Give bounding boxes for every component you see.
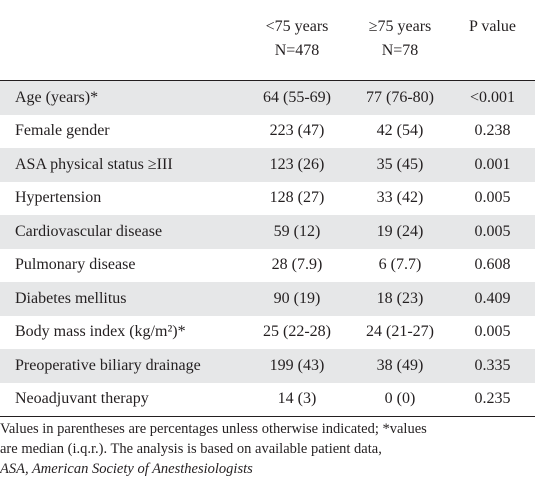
- row-label: Body mass index (kg/m²)*: [15, 323, 186, 341]
- cell-under-75: 28 (7.9): [271, 256, 323, 274]
- cell-over-75: 33 (42): [376, 189, 424, 207]
- row-label: Diabetes mellitus: [0, 282, 244, 316]
- cell-under-75: 59 (12): [244, 215, 350, 249]
- cell-under-75: 123 (26): [244, 148, 350, 182]
- cell-p-value: 0.409: [450, 282, 535, 316]
- cell-over-75: 0 (0): [350, 382, 450, 417]
- cell-under-75: 90 (19): [244, 282, 350, 316]
- table-row: Preoperative biliary drainage 199 (43) 3…: [0, 349, 535, 383]
- cell-over-75: 77 (76-80): [350, 80, 450, 115]
- table-row: Hypertension 128 (27) 33 (42) 0.005: [0, 182, 535, 216]
- table-row: Body mass index (kg/m²)* 25 (22-28) 24 (…: [0, 316, 535, 350]
- cell-over-75: 19 (24): [350, 215, 450, 249]
- table-row: ASA physical status ≥III 123 (26) 35 (45…: [0, 148, 535, 182]
- row-label: Pulmonary disease: [15, 256, 136, 274]
- table-row: Age (years)* 64 (55-69) 77 (76-80) <0.00…: [0, 80, 535, 115]
- table-row: Female gender 223 (47) 42 (54) 0.238: [0, 115, 535, 149]
- footnote-line: Values in parentheses are percentages un…: [0, 421, 427, 437]
- characteristics-table: <75 years N=478 ≥75 years N=78 P value A…: [0, 0, 535, 417]
- header-variable: [0, 0, 244, 81]
- cell-over-75: 35 (45): [350, 148, 450, 182]
- row-label: Age (years)*: [0, 80, 244, 115]
- cell-p-value: <0.001: [450, 80, 535, 115]
- row-label: Hypertension: [15, 189, 102, 207]
- cell-p-value: 0.235: [450, 382, 535, 417]
- cell-p-value: 0.001: [450, 148, 535, 182]
- header-p-value-label: P value: [469, 18, 516, 35]
- cell-under-75: 199 (43): [244, 349, 350, 383]
- footnote-line: are median (i.q.r.). The analysis is bas…: [0, 441, 382, 457]
- cell-p-value: 0.005: [450, 215, 535, 249]
- table-header: <75 years N=478 ≥75 years N=78 P value: [0, 0, 535, 81]
- row-label: Female gender: [15, 122, 110, 140]
- row-label: Cardiovascular disease: [0, 215, 244, 249]
- header-over-75: ≥75 years N=78: [350, 0, 450, 81]
- footnote-abbreviation: ASA, American Society of Anesthesiologis…: [0, 461, 253, 477]
- cell-over-75: 24 (21-27): [366, 323, 434, 341]
- cell-p-value: 0.005: [474, 189, 511, 207]
- cell-p-value: 0.608: [474, 256, 511, 274]
- header-under-75: <75 years N=478: [244, 0, 350, 81]
- header-p-value: P value: [450, 0, 535, 81]
- cell-over-75: 42 (54): [376, 122, 424, 140]
- cell-under-75: 128 (27): [269, 189, 325, 207]
- table-row: Pulmonary disease 28 (7.9) 6 (7.7) 0.608: [0, 249, 535, 283]
- row-label: Preoperative biliary drainage: [0, 349, 244, 383]
- table-footnote: Values in parentheses are percentages un…: [0, 417, 535, 479]
- table-row: Cardiovascular disease 59 (12) 19 (24) 0…: [0, 215, 535, 249]
- cell-under-75: 223 (47): [269, 122, 325, 140]
- table-row: Diabetes mellitus 90 (19) 18 (23) 0.409: [0, 282, 535, 316]
- cell-over-75: 6 (7.7): [378, 256, 422, 274]
- header-under-75-label: <75 years: [265, 18, 329, 35]
- table-row: Neoadjuvant therapy 14 (3) 0 (0) 0.235: [0, 382, 535, 417]
- row-label: ASA physical status ≥III: [0, 148, 244, 182]
- header-over-75-label: ≥75 years: [368, 18, 432, 35]
- cell-under-75: 14 (3): [244, 382, 350, 417]
- cell-over-75: 18 (23): [350, 282, 450, 316]
- cell-under-75: 64 (55-69): [244, 80, 350, 115]
- row-label: Neoadjuvant therapy: [0, 382, 244, 417]
- cell-under-75: 25 (22-28): [263, 323, 331, 341]
- header-under-75-n: N=478: [274, 42, 320, 59]
- header-over-75-n: N=78: [381, 42, 419, 59]
- table-body: Age (years)* 64 (55-69) 77 (76-80) <0.00…: [0, 80, 535, 417]
- cell-over-75: 38 (49): [350, 349, 450, 383]
- cell-p-value: 0.238: [474, 122, 511, 140]
- cell-p-value: 0.335: [450, 349, 535, 383]
- cell-p-value: 0.005: [474, 323, 511, 341]
